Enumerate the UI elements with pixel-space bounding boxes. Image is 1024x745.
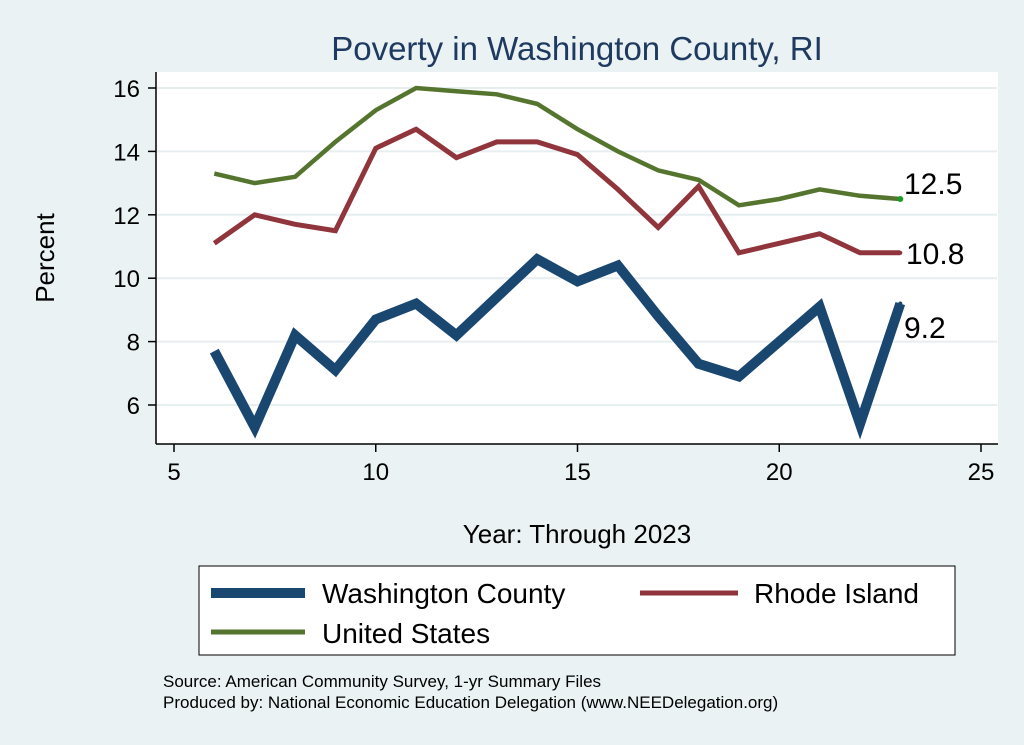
end-labels: 12.5 10.8 9.2 [904, 168, 964, 345]
y-tick-label-16: 16 [113, 76, 140, 103]
y-tick-label-6: 6 [127, 393, 140, 420]
legend-label-united-states: United States [322, 618, 490, 649]
x-axis-title: Year: Through 2023 [463, 519, 691, 549]
x-tick-label-10: 10 [362, 459, 389, 486]
end-label-united-states: 12.5 [904, 168, 962, 201]
end-label-washington-county: 9.2 [904, 312, 946, 345]
x-tick-label-25: 25 [968, 459, 995, 486]
legend: Washington County Rhode Island United St… [198, 565, 956, 656]
y-tick-label-10: 10 [113, 266, 140, 293]
series-layer [209, 85, 906, 440]
series-line-united-states [213, 85, 901, 208]
y-axis-title: Percent [30, 212, 60, 302]
x-tick-label-15: 15 [564, 459, 591, 486]
x-tick-label-20: 20 [766, 459, 793, 486]
legend-label-rhode-island: Rhode Island [754, 578, 919, 609]
y-tick-label-14: 14 [113, 139, 140, 166]
y-axis-ticks: 6 8 10 12 14 16 [113, 76, 156, 420]
legend-label-washington-county: Washington County [322, 578, 565, 609]
series-endpoint-united-states [897, 195, 904, 202]
series-line-rhode-island [212, 126, 901, 256]
y-tick-label-8: 8 [127, 330, 140, 357]
series-line-washington-county [209, 253, 906, 440]
x-axis-ticks: 5 10 15 20 25 [167, 444, 994, 486]
source-note: Source: American Community Survey, 1-yr … [163, 672, 601, 691]
chart-title: Poverty in Washington County, RI [331, 30, 823, 67]
plot-area [156, 72, 998, 444]
series-endpoint-washington-county [898, 301, 903, 306]
x-tick-label-5: 5 [167, 459, 180, 486]
end-label-rhode-island: 10.8 [906, 238, 964, 271]
legend-box [198, 565, 956, 656]
series-endpoint-rhode-island [898, 250, 903, 255]
produced-by-note: Produced by: National Economic Education… [163, 693, 778, 712]
y-tick-label-12: 12 [113, 203, 140, 230]
